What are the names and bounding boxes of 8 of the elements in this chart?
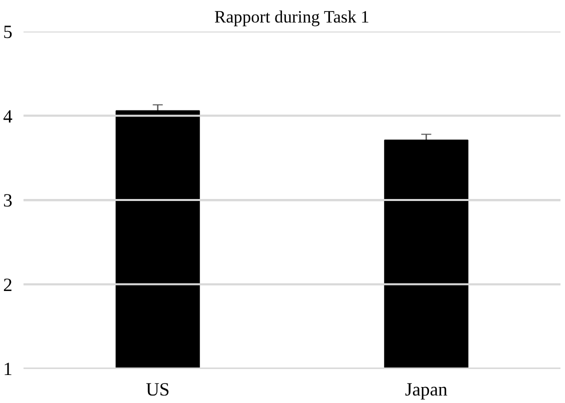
y-tick-label: 2 (3, 274, 12, 296)
x-tick-label: US (146, 380, 170, 400)
y-tick-label: 3 (3, 190, 12, 212)
x-tick-label: Japan (405, 380, 448, 400)
y-tick-label: 1 (3, 359, 12, 380)
y-tick-label: 4 (3, 106, 14, 128)
chart-title: Rapport during Task 1 (214, 8, 370, 26)
y-tick-label: 5 (3, 22, 12, 43)
